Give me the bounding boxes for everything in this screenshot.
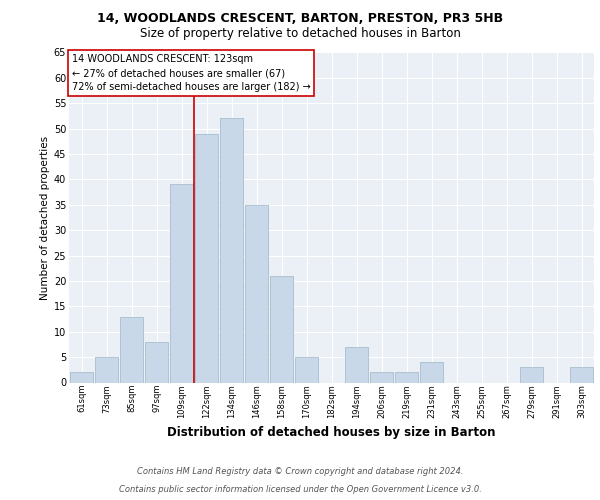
Bar <box>295 357 318 382</box>
Text: 14, WOODLANDS CRESCENT, BARTON, PRESTON, PR3 5HB: 14, WOODLANDS CRESCENT, BARTON, PRESTON,… <box>97 12 503 26</box>
Bar <box>345 347 368 382</box>
Text: 14 WOODLANDS CRESCENT: 123sqm
← 27% of detached houses are smaller (67)
72% of s: 14 WOODLANDS CRESCENT: 123sqm ← 27% of d… <box>71 54 310 92</box>
Bar <box>420 362 443 382</box>
Bar <box>520 368 543 382</box>
X-axis label: Distribution of detached houses by size in Barton: Distribution of detached houses by size … <box>167 426 496 439</box>
Text: Size of property relative to detached houses in Barton: Size of property relative to detached ho… <box>140 28 460 40</box>
Bar <box>70 372 93 382</box>
Text: Contains HM Land Registry data © Crown copyright and database right 2024.: Contains HM Land Registry data © Crown c… <box>137 467 463 476</box>
Bar <box>395 372 418 382</box>
Bar <box>370 372 393 382</box>
Bar <box>220 118 243 382</box>
Text: Contains public sector information licensed under the Open Government Licence v3: Contains public sector information licen… <box>119 485 481 494</box>
Bar <box>270 276 293 382</box>
Bar <box>95 357 118 382</box>
Y-axis label: Number of detached properties: Number of detached properties <box>40 136 50 300</box>
Bar <box>145 342 168 382</box>
Bar <box>195 134 218 382</box>
Bar <box>170 184 193 382</box>
Bar <box>570 368 593 382</box>
Bar <box>245 205 268 382</box>
Bar <box>120 316 143 382</box>
